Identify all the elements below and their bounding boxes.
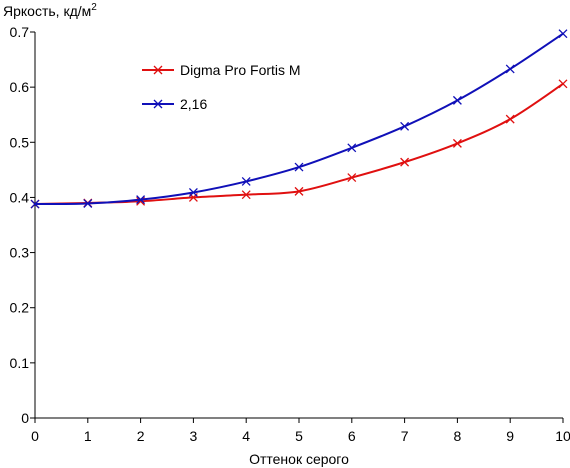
data-point-marker xyxy=(241,190,251,200)
legend-item: 2,16 xyxy=(142,96,207,112)
series-layer xyxy=(30,29,568,209)
legend-item: Digma Pro Fortis M xyxy=(142,62,301,78)
data-point-marker xyxy=(558,29,568,39)
y-tick-label: 0.4 xyxy=(10,189,30,205)
y-axis-label-superscript: 2 xyxy=(91,2,97,13)
x-tick-label: 3 xyxy=(190,428,198,444)
series-digma xyxy=(30,79,568,209)
y-axis-ticks: 0 0.1 0.2 0.3 0.4 0.5 0.6 0.7 xyxy=(10,24,35,426)
y-axis-label: Яркость, кд/м2 xyxy=(3,2,97,19)
x-tick-label: 6 xyxy=(348,428,356,444)
x-tick-label: 9 xyxy=(506,428,514,444)
y-tick-label: 0.3 xyxy=(10,245,30,261)
x-tick-label: 4 xyxy=(242,428,250,444)
data-point-marker xyxy=(30,199,40,209)
y-axis-label-text: Яркость, кд/м xyxy=(3,3,91,19)
y-tick-label: 0 xyxy=(21,410,29,426)
x-tick-label: 10 xyxy=(555,428,570,444)
y-tick-label: 0.1 xyxy=(10,355,30,371)
data-point-marker xyxy=(241,176,251,186)
data-point-marker xyxy=(294,162,304,172)
data-point-marker xyxy=(347,143,357,153)
series-gamma-216 xyxy=(30,29,568,209)
data-point-marker xyxy=(188,188,198,197)
x-tick-label: 2 xyxy=(137,428,145,444)
data-point-marker xyxy=(136,195,146,205)
data-point-marker xyxy=(505,64,515,74)
data-point-marker xyxy=(294,186,304,196)
x-axis-ticks: 0 1 2 3 4 5 6 7 8 9 10 xyxy=(31,418,570,444)
legend-label: Digma Pro Fortis M xyxy=(180,62,301,78)
x-tick-label: 1 xyxy=(84,428,92,444)
data-point-marker xyxy=(400,157,410,167)
x-tick-label: 5 xyxy=(295,428,303,444)
legend: Digma Pro Fortis M 2,16 xyxy=(142,62,301,112)
data-point-marker xyxy=(400,121,410,131)
data-point-marker xyxy=(505,114,515,124)
data-point-marker xyxy=(452,95,462,105)
legend-marker xyxy=(153,99,163,109)
y-tick-label: 0.7 xyxy=(10,24,30,40)
x-axis-label: Оттенок серого xyxy=(249,451,349,467)
y-tick-label: 0.5 xyxy=(10,134,30,150)
legend-marker xyxy=(153,65,163,75)
data-point-marker xyxy=(558,79,568,89)
series-line xyxy=(34,32,564,206)
y-tick-label: 0.2 xyxy=(10,300,30,316)
x-tick-label: 8 xyxy=(454,428,462,444)
data-point-marker xyxy=(347,173,357,183)
series-line xyxy=(34,83,564,206)
legend-label: 2,16 xyxy=(180,96,207,112)
y-tick-label: 0.6 xyxy=(10,79,30,95)
data-point-marker xyxy=(83,199,93,208)
x-tick-label: 0 xyxy=(31,428,39,444)
x-tick-label: 7 xyxy=(401,428,409,444)
data-point-marker xyxy=(452,138,462,148)
